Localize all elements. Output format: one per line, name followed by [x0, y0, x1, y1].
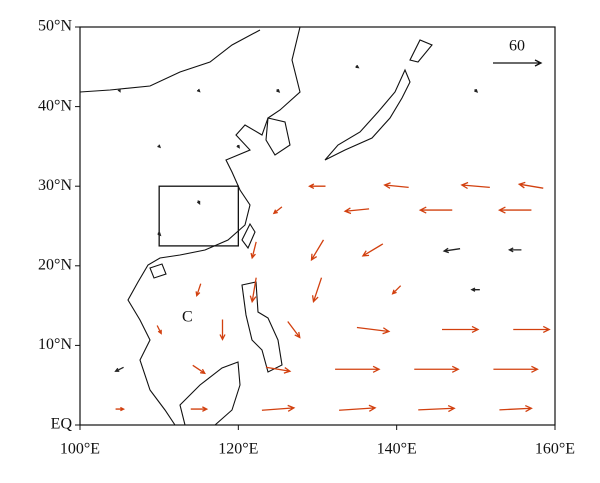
wind-vector [442, 247, 461, 254]
wind-vector [190, 406, 209, 412]
wind-vector [470, 287, 480, 292]
wind-vector [157, 144, 161, 149]
wind-vector [513, 325, 551, 334]
reference-vector [493, 59, 543, 67]
wind-vector [335, 365, 381, 373]
mainland-coast [127, 27, 301, 425]
wind-vector [311, 277, 323, 304]
x-tick-label: 120°E [218, 441, 258, 458]
hainan [149, 263, 167, 279]
wind-vector [418, 404, 456, 413]
wind-vector [276, 89, 281, 93]
wind-vector [114, 366, 124, 372]
y-tick-label: EQ [51, 416, 73, 433]
wind-vector [339, 404, 377, 412]
wind-vector [287, 321, 301, 339]
wind-vector [383, 182, 409, 189]
frame [79, 26, 556, 426]
coastlines [80, 27, 433, 425]
wind-vector [418, 206, 453, 214]
region-box [158, 185, 239, 247]
wind-vector [196, 88, 201, 93]
y-tick-label: 20°N [38, 256, 72, 273]
wind-vector [497, 206, 532, 214]
wind-vector [361, 243, 384, 257]
wind-vector [236, 144, 240, 149]
reference-label: 60 [509, 38, 525, 55]
x-tick-label: 160°E [535, 441, 575, 458]
wind-vector [265, 366, 292, 374]
wind-vector [310, 239, 325, 262]
wind-vector [196, 200, 201, 206]
borneo [179, 361, 241, 425]
wind-vector [442, 325, 480, 334]
wind-vector [343, 207, 370, 215]
wind-vector [195, 283, 202, 298]
wind-vector [192, 364, 206, 375]
wind-vector [219, 319, 226, 341]
wind-vector [493, 365, 539, 373]
wind-vector [356, 326, 391, 335]
wind-vector [250, 241, 257, 260]
x-tick-label: 100°E [60, 441, 100, 458]
x-tick-label: 140°E [377, 441, 417, 458]
y-tick-label: 50°N [38, 18, 72, 35]
wind-vector [414, 365, 460, 373]
wind-vector [156, 325, 162, 335]
wind-vector [391, 285, 402, 295]
wind-vector [460, 181, 490, 190]
wind-vector [157, 232, 162, 237]
philippines [241, 281, 283, 373]
wind-vector [355, 64, 360, 69]
y-tick-label: 40°N [38, 97, 72, 114]
taiwan [241, 222, 256, 250]
wind-vector [261, 404, 296, 412]
wind-vector [308, 183, 326, 189]
korea [265, 117, 291, 156]
wind-vector [272, 206, 283, 215]
wind-vector [115, 406, 126, 412]
y-tick-label: 30°N [38, 177, 72, 194]
wind-vector [517, 181, 544, 189]
wind-vector [499, 404, 533, 413]
annotation: C [182, 309, 193, 326]
wind-vector [249, 277, 257, 304]
border [80, 29, 261, 93]
wind-vector [117, 88, 121, 93]
japan [324, 39, 433, 161]
wind-vector [474, 89, 479, 93]
y-tick-label: 10°N [38, 336, 72, 353]
wind-vector [507, 247, 522, 253]
